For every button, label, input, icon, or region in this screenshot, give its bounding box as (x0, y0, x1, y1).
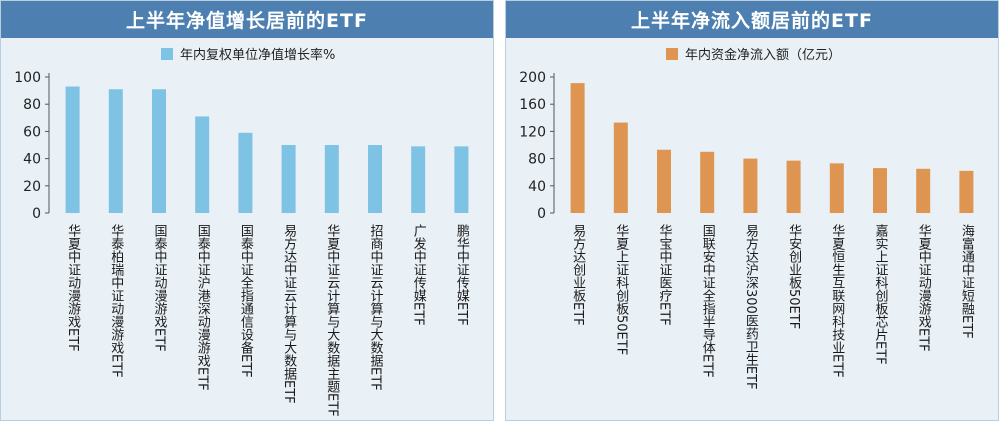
x-tick-label: 招商中证云计算与大数据ETF (368, 224, 384, 391)
x-tick-label: 易方达沪深300医药卫生ETF (743, 224, 759, 389)
y-tick-label: 40 (528, 179, 546, 195)
chart-panel-growth: 上半年净值增长居前的ETF 年内复权单位净值增长率% 0 20 40 60 80 100 华夏… (0, 0, 494, 421)
x-tick-label: 华夏恒生互联网科技业ETF (829, 224, 845, 378)
bar (152, 89, 166, 213)
x-tick-label: 嘉实上证科创板芯片ETF (873, 224, 889, 365)
bar (657, 149, 671, 213)
x-tick-label: 国泰中证动漫游戏ETF (152, 224, 168, 352)
bar (108, 89, 123, 213)
legend-swatch (666, 48, 678, 60)
y-tick-label: 200 (519, 70, 546, 86)
bar (700, 151, 715, 213)
x-tick-label: 华夏中证云计算与大数据主题ETF (324, 224, 340, 417)
x-tick-label: 易方达中证云计算与大数据ETF (281, 224, 297, 404)
chart-panel-inflow: 上半年净流入额居前的ETF 年内资金净流入额（亿元） 0 40 80 120 160 200… (505, 0, 999, 421)
bar (570, 83, 585, 213)
bar (324, 145, 339, 213)
bar (411, 146, 426, 213)
y-tick-label: 60 (23, 124, 41, 140)
legend-swatch (161, 48, 173, 60)
y-tick-label: 80 (528, 152, 546, 168)
y-tick-label: 0 (537, 206, 546, 222)
legend: 年内资金净流入额（亿元） (666, 47, 841, 63)
bar (368, 145, 382, 213)
legend-label: 年内资金净流入额（亿元） (685, 47, 841, 63)
y-tick-label: 0 (32, 206, 41, 222)
x-tick-label: 华夏中证动漫游戏ETF (916, 224, 932, 352)
x-tick-label: 国联安中证全指半导体ETF (700, 224, 716, 378)
chart-title: 上半年净值增长居前的ETF (1, 1, 493, 38)
x-tick-label: 华安创业板50ETF (786, 224, 802, 329)
bar-chart-growth: 年内复权单位净值增长率% 0 20 40 60 80 100 华夏中证动漫游戏ETF 华泰柏瑞中… (14, 47, 470, 417)
bar (786, 160, 801, 213)
y-tick-label: 160 (519, 97, 546, 113)
x-tick-label: 国泰中证全指通信设备ETF (238, 224, 254, 378)
bar (873, 168, 887, 213)
y-tick-label: 100 (14, 70, 41, 86)
bar (454, 146, 469, 213)
chart-title: 上半年净流入额居前的ETF (506, 1, 998, 38)
bar (238, 132, 253, 213)
bar (65, 86, 80, 213)
bar (743, 158, 758, 213)
bar (959, 170, 974, 213)
legend-label: 年内复权单位净值增长率% (180, 47, 335, 63)
x-tick-label: 海富通中证短融ETF (959, 224, 975, 339)
y-tick-label: 120 (519, 124, 546, 140)
y-tick-label: 20 (23, 179, 41, 195)
x-tick-label: 易方达创业板ETF (570, 224, 586, 326)
x-tick-label: 华夏中证动漫游戏ETF (65, 224, 81, 352)
bar (613, 122, 628, 213)
y-tick-label: 80 (23, 97, 41, 113)
x-tick-label: 华宝中证医疗ETF (657, 224, 673, 326)
x-tick-label: 国泰中证沪港深动漫游戏ETF (195, 224, 211, 391)
bar (916, 168, 931, 213)
x-tick-label: 华夏上证科创板50ETF (613, 224, 629, 355)
x-tick-label: 鹏华中证传媒ETF (454, 224, 470, 326)
y-tick-label: 40 (23, 152, 41, 168)
x-tick-label: 广发中证传媒ETF (411, 224, 427, 326)
x-tick-label: 华泰柏瑞中证动漫游戏ETF (108, 224, 124, 378)
legend: 年内复权单位净值增长率% (161, 47, 335, 63)
bar (195, 116, 210, 213)
bar (829, 163, 844, 213)
bar-chart-inflow: 年内资金净流入额（亿元） 0 40 80 120 160 200 易方达创业板ETF 华夏上证科… (519, 47, 975, 389)
bar (281, 145, 296, 213)
